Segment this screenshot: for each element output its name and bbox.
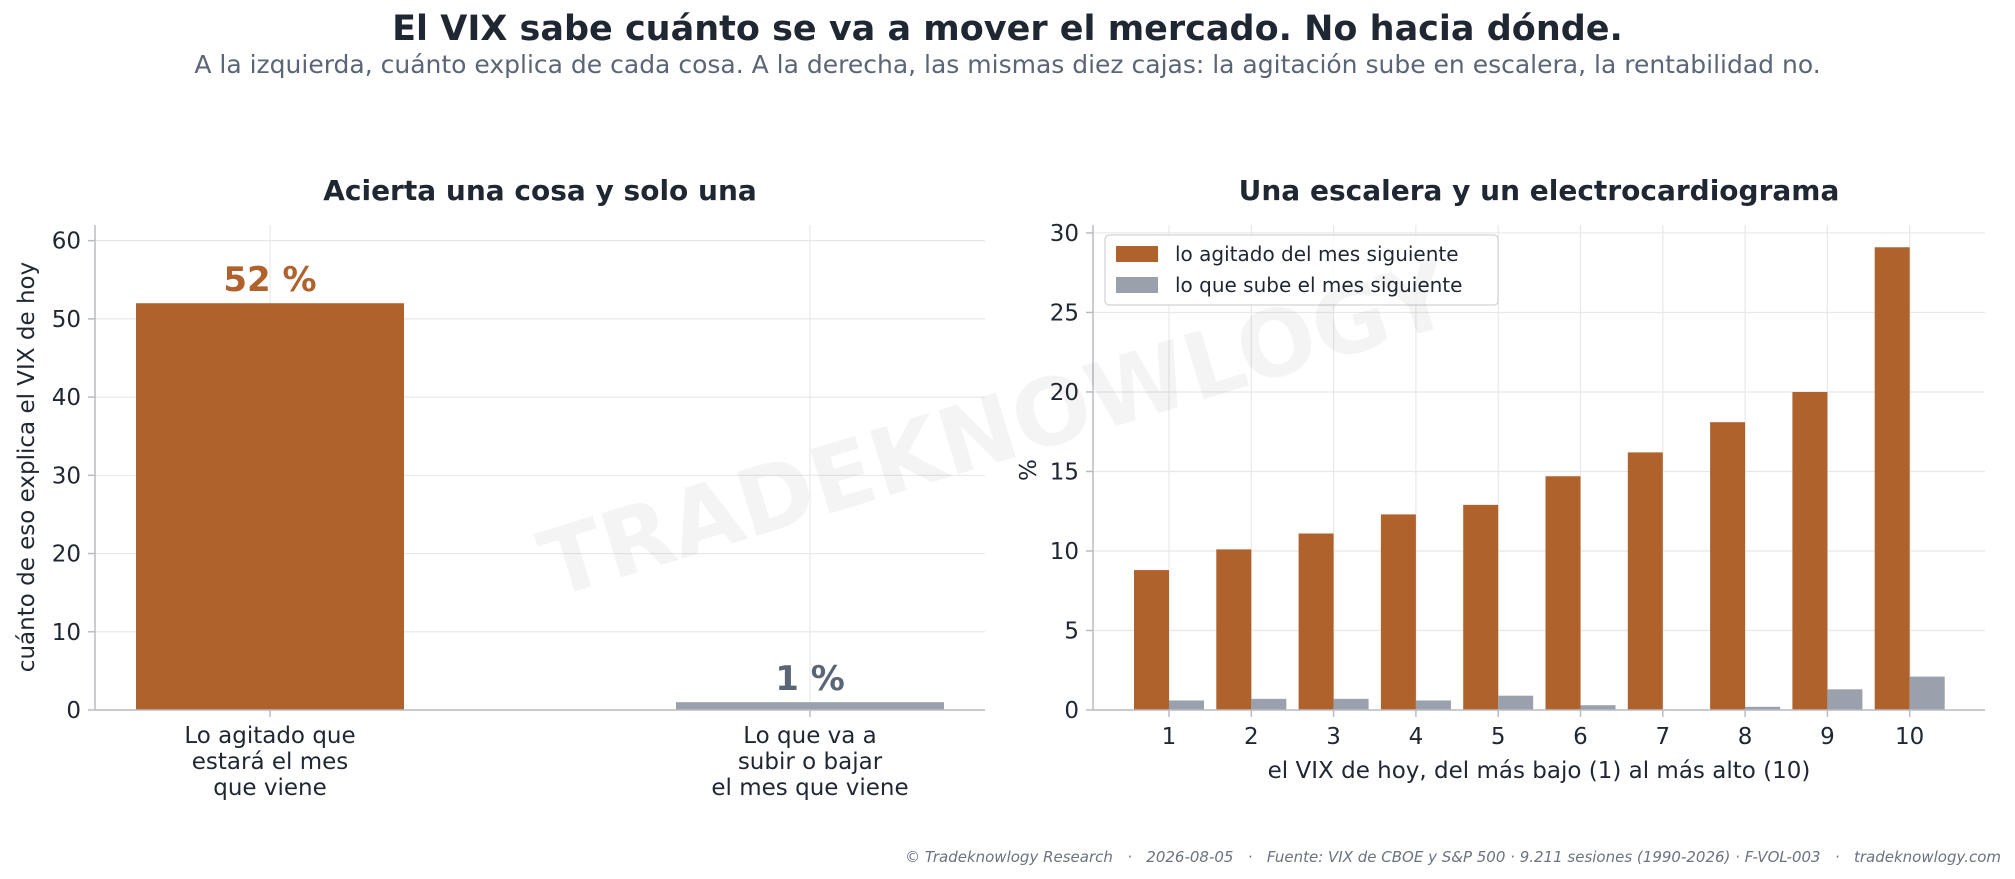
y-tick-label: 30 <box>52 463 81 489</box>
bar-volatility <box>1545 476 1581 710</box>
bar <box>136 303 404 710</box>
data-label: 1 % <box>775 659 845 699</box>
legend: lo agitado del mes siguiente lo que sube … <box>1104 234 1499 306</box>
y-tick-label: 60 <box>52 229 81 255</box>
x-tick-label: 5 <box>1491 724 1506 750</box>
legend-box <box>1104 234 1499 306</box>
bar-return <box>1580 705 1616 710</box>
bar-return <box>1745 706 1781 710</box>
bar-return <box>1169 700 1204 710</box>
legend-label: lo agitado del mes siguiente <box>1175 242 1459 266</box>
bar-return <box>1251 698 1287 710</box>
bar-volatility <box>1134 570 1169 710</box>
y-tick-label: 0 <box>66 698 81 724</box>
y-tick-label: 40 <box>52 385 81 411</box>
bar-volatility <box>1216 549 1252 710</box>
data-label: 52 % <box>223 260 316 300</box>
y-tick-label: 5 <box>1064 618 1079 644</box>
y-tick-label: 20 <box>1050 380 1079 406</box>
x-tick-label: 6 <box>1573 724 1588 750</box>
bar-volatility <box>1463 504 1499 710</box>
bar-volatility <box>1710 422 1746 710</box>
footer-credits: © Tradeknowlogy Research · 2026-08-05 · … <box>905 848 2001 866</box>
bar-return <box>1498 695 1534 710</box>
x-tick-label: 7 <box>1655 724 1670 750</box>
legend-label: lo que sube el mes siguiente <box>1175 273 1462 297</box>
y-axis-label: % <box>1016 459 1042 481</box>
y-axis-label: cuánto de eso explica el VIX de hoy <box>14 262 40 672</box>
bar-volatility <box>1298 533 1334 710</box>
x-tick-label: el mes que viene <box>711 775 908 801</box>
panel-title: Acierta una cosa y solo una <box>323 174 757 207</box>
x-tick-label: 1 <box>1162 724 1177 750</box>
bar-volatility <box>1627 452 1663 710</box>
y-tick-label: 15 <box>1050 459 1079 485</box>
x-tick-label: 3 <box>1326 724 1341 750</box>
x-tick-label: Lo agitado que <box>184 723 355 749</box>
y-tick-label: 20 <box>52 542 81 568</box>
bar-return <box>1333 698 1369 710</box>
panel-title: Una escalera y un electrocardiograma <box>1239 174 1840 207</box>
x-tick-label: 4 <box>1409 724 1424 750</box>
y-tick-label: 0 <box>1064 698 1079 724</box>
x-tick-label: Lo que va a <box>743 723 877 749</box>
x-axis-label: el VIX de hoy, del más bajo (1) al más a… <box>1268 758 1811 784</box>
y-tick-label: 25 <box>1050 300 1079 326</box>
x-tick-label: que viene <box>213 775 327 801</box>
y-tick-label: 50 <box>52 307 81 333</box>
bar-return <box>1415 700 1451 710</box>
chart-title: El VIX sabe cuánto se va a mover el merc… <box>392 9 1623 49</box>
bar <box>676 702 944 710</box>
x-tick-label: subir o bajar <box>738 749 883 775</box>
y-tick-label: 30 <box>1050 221 1079 247</box>
bar-volatility <box>1380 514 1416 710</box>
x-tick-label: 8 <box>1738 724 1753 750</box>
y-tick-label: 10 <box>1050 539 1079 565</box>
chart-subtitle: A la izquierda, cuánto explica de cada c… <box>194 50 1821 79</box>
y-tick-label: 10 <box>52 620 81 646</box>
bar-volatility <box>1874 247 1910 710</box>
bar-volatility <box>1792 391 1828 710</box>
bar-return <box>1827 689 1863 710</box>
bar-return <box>1909 676 1945 710</box>
x-tick-label: 9 <box>1820 724 1835 750</box>
x-tick-label: 10 <box>1895 724 1924 750</box>
legend-swatch <box>1116 277 1158 293</box>
right-panel: 0 5 10 15 20 25 30 1 2 3 4 5 6 7 8 9 10 Una escalera y un… <box>1016 174 1985 784</box>
x-tick-label: 2 <box>1244 724 1259 750</box>
x-tick-label: estará el mes <box>192 749 349 775</box>
legend-swatch <box>1116 246 1158 262</box>
